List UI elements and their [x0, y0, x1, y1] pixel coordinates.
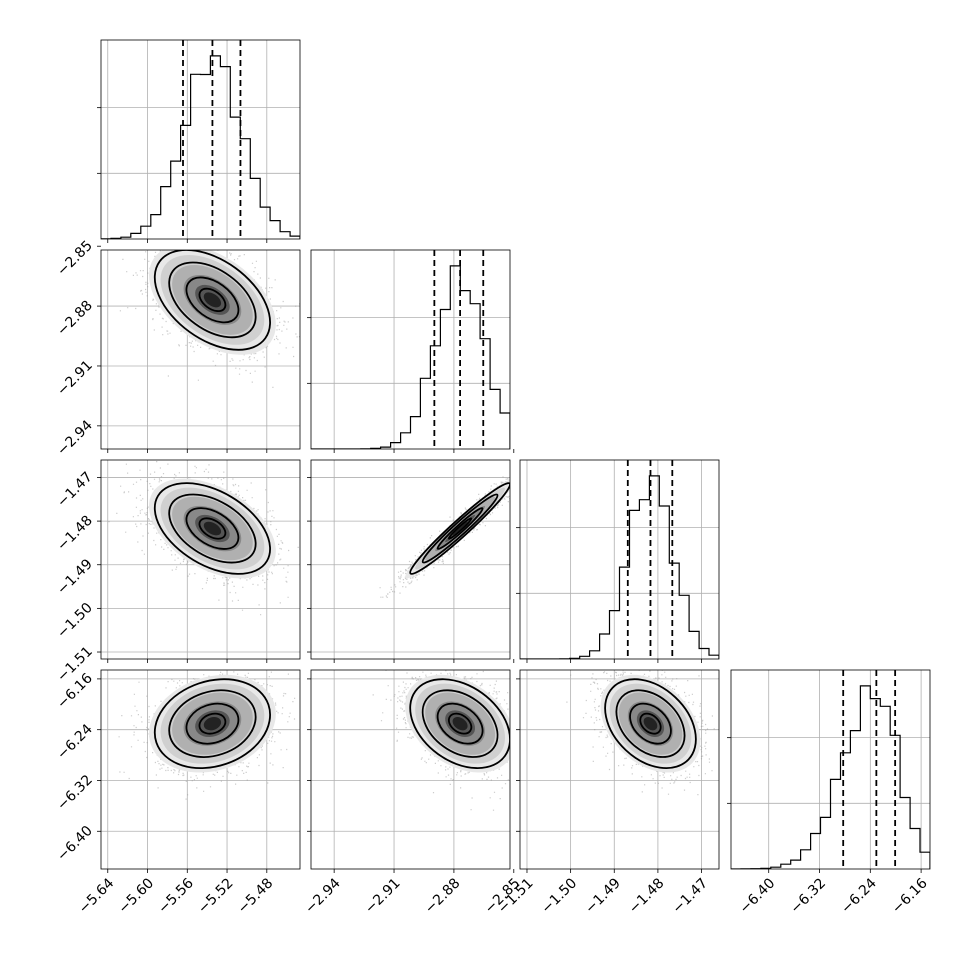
density-level	[203, 292, 222, 308]
x-tick-label: −5.52	[195, 875, 237, 917]
contour-line	[436, 702, 484, 745]
contour-line	[153, 482, 271, 575]
contour-line	[168, 261, 257, 339]
x-tick-label: −5.60	[115, 875, 157, 917]
density-level	[203, 716, 222, 731]
y-tick-label: −6.40	[54, 823, 96, 865]
panel-frame-3-0	[100, 669, 301, 870]
x-tick-label: −1.48	[626, 875, 668, 917]
contour-line	[447, 712, 473, 735]
panel-frame-3-2	[519, 669, 720, 870]
contour-line	[615, 689, 686, 758]
density-level	[452, 521, 468, 536]
panel-frame-2-0	[100, 459, 301, 660]
panel-3-0-density	[101, 670, 300, 869]
contour-line	[447, 517, 473, 540]
contour-line	[421, 493, 499, 564]
density-level	[452, 716, 468, 731]
histogram-steps	[311, 265, 510, 449]
histogram-0	[101, 40, 300, 239]
panel-frame-2-1	[310, 459, 511, 660]
panel-frame-3-3	[730, 669, 931, 870]
x-tick-label: −6.32	[787, 875, 829, 917]
contour-line	[153, 678, 271, 770]
x-tick-label: −6.16	[889, 875, 931, 917]
y-tick-label: −1.48	[54, 513, 96, 555]
panel-2-0-density	[101, 460, 300, 659]
panel-frame-0-0	[100, 39, 301, 240]
y-tick-label: −1.47	[54, 469, 96, 511]
x-tick-label: −5.64	[76, 875, 118, 917]
y-tick-label: −6.32	[54, 772, 96, 814]
contour-line	[421, 689, 499, 758]
panel-frame-2-2	[519, 459, 720, 660]
contour-line	[198, 287, 227, 313]
histogram-steps	[520, 475, 719, 659]
density-level	[643, 716, 658, 731]
panel-frame-1-1	[310, 249, 511, 450]
contour-line	[153, 250, 271, 351]
contour-line	[185, 507, 240, 550]
x-tick-label: −1.50	[539, 875, 581, 917]
contour-line	[629, 702, 672, 745]
panel-2-1-density	[311, 460, 510, 659]
panel-frame-1-0	[100, 249, 301, 450]
contour-line	[639, 712, 662, 735]
contour-line	[185, 702, 240, 745]
x-tick-label: −2.88	[422, 875, 464, 917]
histogram-steps	[731, 685, 930, 869]
x-tick-label: −6.24	[838, 875, 880, 917]
x-tick-label: −6.40	[737, 875, 779, 917]
contour-line	[168, 493, 257, 564]
histogram-2	[520, 460, 719, 659]
panel-1-0-density	[101, 250, 300, 449]
x-tick-label: −2.94	[302, 875, 344, 917]
y-tick-label: −2.85	[54, 238, 96, 280]
density-level	[203, 521, 222, 536]
y-tick-label: −6.24	[54, 721, 96, 763]
panel-3-2-density	[520, 670, 719, 869]
contour-line	[604, 678, 697, 770]
x-tick-label: −5.48	[235, 875, 277, 917]
y-tick-label: −1.50	[54, 600, 96, 642]
contour-line	[436, 507, 484, 550]
contour-line	[198, 517, 227, 540]
contour-line	[409, 678, 510, 770]
x-tick-label: −1.49	[582, 875, 624, 917]
panel-3-1-density	[311, 670, 510, 869]
contour-line	[198, 712, 227, 735]
y-tick-label: −2.94	[54, 417, 96, 459]
contour-line	[185, 276, 240, 324]
y-tick-label: −1.49	[54, 556, 96, 598]
histogram-steps	[101, 55, 300, 239]
histogram-3	[731, 670, 930, 869]
contour-line	[168, 689, 257, 758]
x-tick-label: −5.56	[155, 875, 197, 917]
x-tick-label: −1.47	[670, 875, 712, 917]
y-tick-label: −2.91	[54, 357, 96, 399]
panel-frame-3-1	[310, 669, 511, 870]
y-tick-label: −2.88	[54, 298, 96, 340]
x-tick-label: −2.91	[362, 875, 404, 917]
histogram-1	[311, 250, 510, 449]
